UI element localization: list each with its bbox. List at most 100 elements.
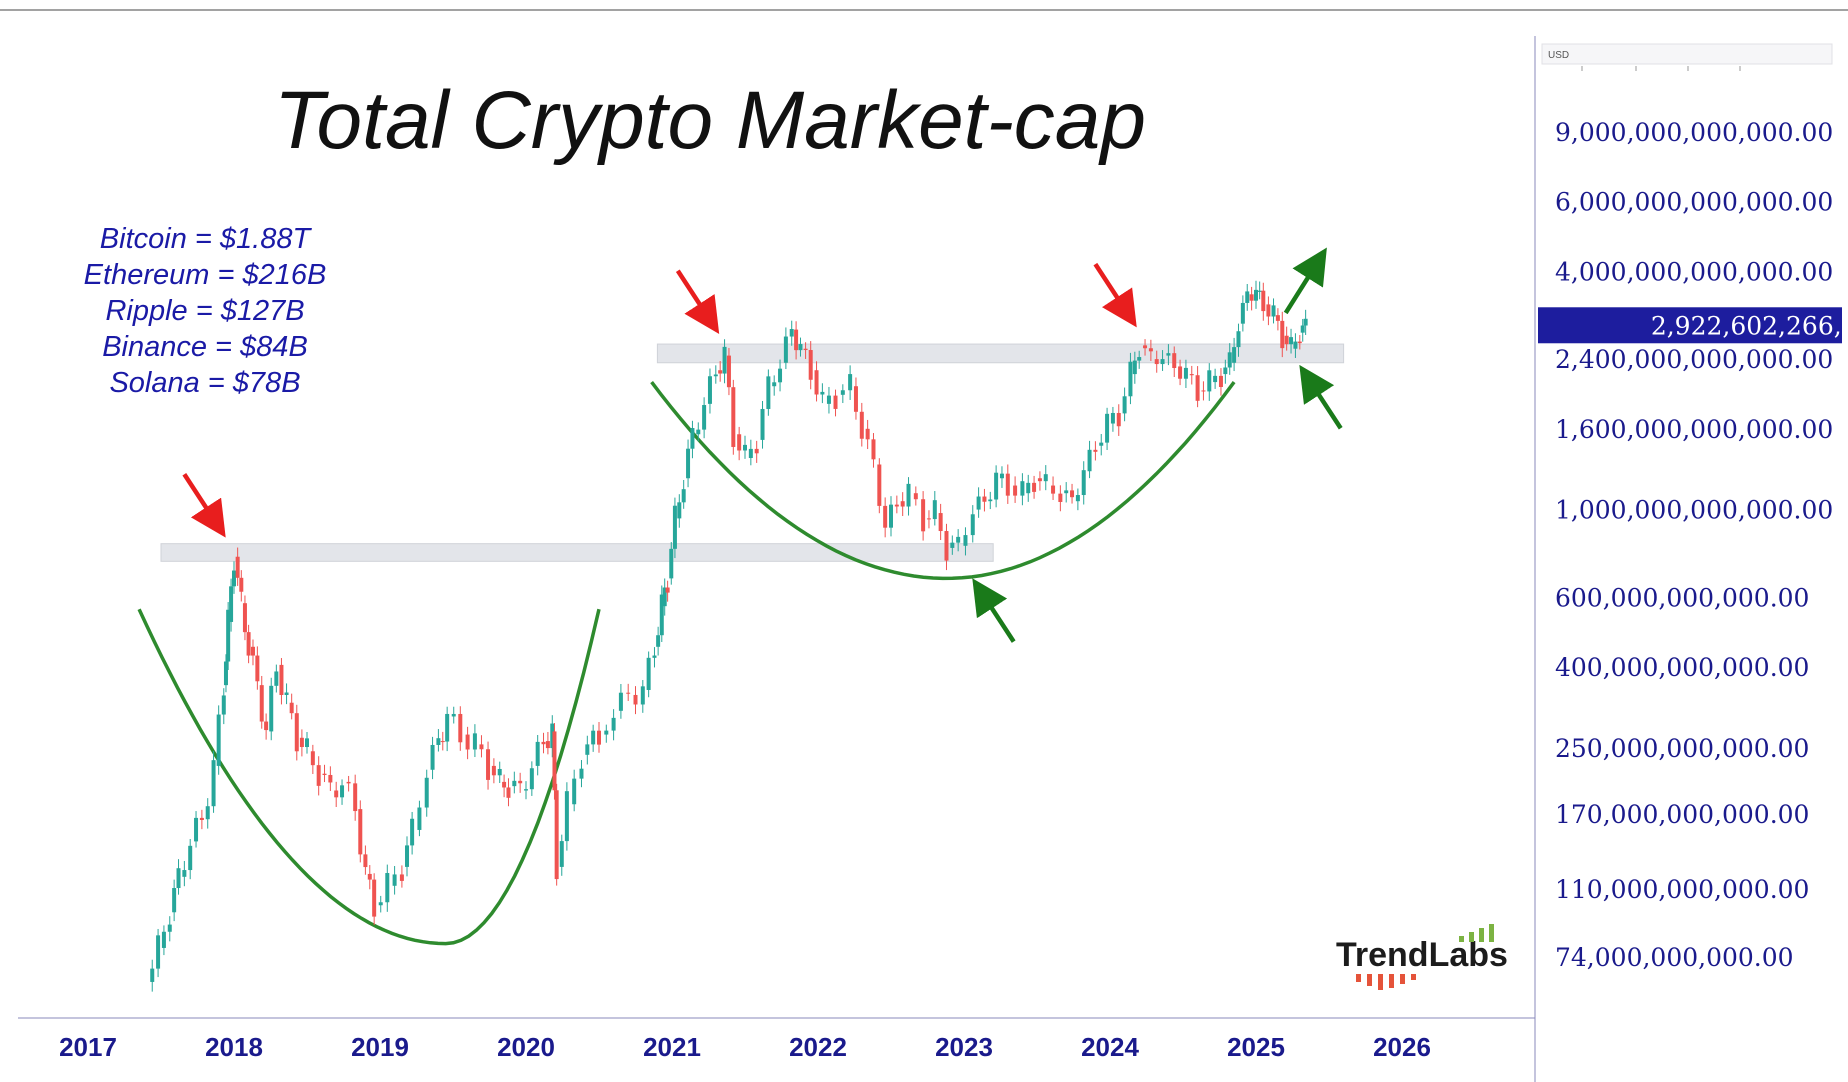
candle xyxy=(794,321,799,360)
candle xyxy=(883,497,888,538)
candle xyxy=(1271,298,1276,324)
candle xyxy=(458,706,463,751)
candle xyxy=(250,639,255,666)
candle xyxy=(150,959,155,992)
year-tick-label: 2026 xyxy=(1373,1032,1431,1062)
cup-curve-2 xyxy=(650,381,1236,581)
candle xyxy=(491,758,496,784)
price-tick-label: 2,400,000,000,000.00 xyxy=(1555,345,1833,374)
candle xyxy=(737,426,742,461)
candle xyxy=(161,925,166,956)
candle xyxy=(1280,311,1285,358)
candle xyxy=(229,578,234,632)
candle xyxy=(1026,474,1031,502)
candle xyxy=(848,365,853,400)
candle xyxy=(424,769,429,817)
candle xyxy=(1232,337,1237,372)
candle xyxy=(216,705,221,775)
candle xyxy=(665,580,670,602)
candle xyxy=(1081,461,1086,505)
candle xyxy=(518,772,523,793)
candle xyxy=(976,487,981,518)
candle xyxy=(611,709,616,741)
candle xyxy=(1070,483,1075,504)
market-cap-label-2: Ethereum = $216B xyxy=(84,259,327,291)
candle xyxy=(194,811,199,848)
candle xyxy=(274,664,279,693)
candle xyxy=(1105,407,1110,451)
candle xyxy=(235,547,240,586)
candle xyxy=(840,384,845,404)
candle xyxy=(305,731,309,754)
candle xyxy=(472,724,477,758)
candle xyxy=(702,397,707,439)
candle xyxy=(778,359,783,392)
candle xyxy=(405,836,410,877)
candle xyxy=(906,477,911,516)
candle xyxy=(1099,434,1104,456)
candle xyxy=(707,368,712,414)
candle xyxy=(502,774,507,798)
candle xyxy=(994,465,999,508)
candle xyxy=(766,369,771,416)
candle xyxy=(1058,485,1063,512)
candle xyxy=(1160,350,1165,371)
candle xyxy=(172,879,177,922)
candle xyxy=(718,361,723,382)
candle xyxy=(334,781,339,808)
resistance-arrow-3 xyxy=(1093,262,1137,328)
candle xyxy=(656,626,661,656)
candle xyxy=(372,873,377,926)
resistance-zone-2 xyxy=(656,343,1345,364)
logo-bar-green xyxy=(1459,936,1464,942)
logo-bar-green xyxy=(1489,924,1494,942)
candle xyxy=(626,683,631,701)
candle xyxy=(221,688,226,725)
candle xyxy=(436,729,441,752)
candle xyxy=(269,677,274,741)
support-arrow-1 xyxy=(972,578,1016,643)
logo-bar-red xyxy=(1367,974,1372,986)
logo-bar-red xyxy=(1400,974,1405,984)
candle xyxy=(591,724,596,752)
candle xyxy=(1013,476,1018,503)
candle xyxy=(1064,482,1069,503)
candle xyxy=(211,750,216,813)
logo-bar-green xyxy=(1469,932,1474,942)
candle xyxy=(1132,351,1137,384)
candle xyxy=(820,383,825,404)
candle xyxy=(399,865,404,888)
candle xyxy=(156,928,161,978)
candle xyxy=(579,760,584,788)
candle xyxy=(535,735,540,776)
candle xyxy=(299,729,304,757)
candle xyxy=(385,864,390,912)
candle xyxy=(559,834,564,876)
candle xyxy=(284,683,289,705)
year-tick-label: 2018 xyxy=(205,1032,263,1062)
candle xyxy=(310,744,315,775)
candle xyxy=(921,491,926,541)
candle xyxy=(859,402,864,447)
candle xyxy=(1172,346,1177,377)
candle xyxy=(798,337,803,357)
candle xyxy=(182,860,187,887)
candle xyxy=(294,704,299,761)
candle xyxy=(871,433,876,468)
candle xyxy=(199,809,204,830)
year-tick-label: 2022 xyxy=(789,1032,847,1062)
candle xyxy=(430,736,435,780)
candle xyxy=(1093,441,1098,461)
price-tick-label: 1,000,000,000,000.00 xyxy=(1555,496,1833,525)
candle xyxy=(950,535,955,555)
candle xyxy=(672,497,677,559)
candle xyxy=(1300,318,1305,342)
year-tick-label: 2024 xyxy=(1081,1032,1139,1062)
candle xyxy=(932,491,937,526)
candle xyxy=(451,706,456,724)
candle xyxy=(789,320,794,346)
candle xyxy=(322,764,327,783)
candle xyxy=(279,658,284,705)
candle xyxy=(1051,476,1056,500)
